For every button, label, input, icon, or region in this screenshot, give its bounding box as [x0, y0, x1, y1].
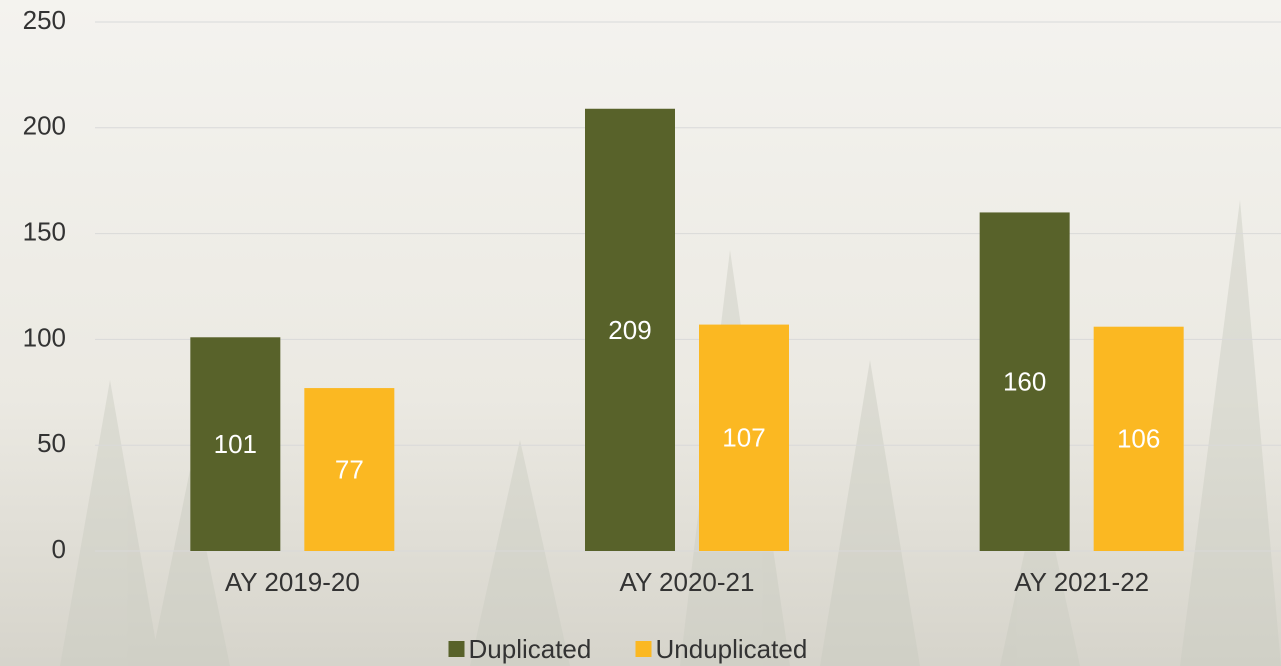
legend-swatch — [449, 641, 465, 657]
chart: 0 50 100 150 200 250 AY 2019-20 101 77 AY 2020-21… — [0, 0, 1281, 666]
x-tick-label: AY 2019-20 — [225, 567, 360, 597]
x-tick-label: AY 2020-21 — [620, 567, 755, 597]
value-label: 106 — [1117, 424, 1160, 454]
x-tick-label: AY 2021-22 — [1014, 567, 1149, 597]
legend-label: Unduplicated — [656, 634, 808, 664]
y-tick-label: 0 — [52, 534, 66, 564]
y-tick-label: 250 — [23, 5, 66, 35]
value-label: 209 — [608, 315, 651, 345]
value-label: 77 — [335, 454, 364, 484]
value-label: 160 — [1003, 367, 1046, 397]
page: 0 50 100 150 200 250 AY 2019-20 101 77 AY 2020-21… — [0, 0, 1281, 666]
legend-swatch — [636, 641, 652, 657]
value-label: 101 — [214, 429, 257, 459]
value-label: 107 — [722, 423, 765, 453]
y-tick-label: 150 — [23, 216, 66, 246]
legend-label: Duplicated — [469, 634, 592, 664]
y-tick-label: 50 — [37, 428, 66, 458]
y-tick-label: 200 — [23, 111, 66, 141]
y-tick-label: 100 — [23, 322, 66, 352]
